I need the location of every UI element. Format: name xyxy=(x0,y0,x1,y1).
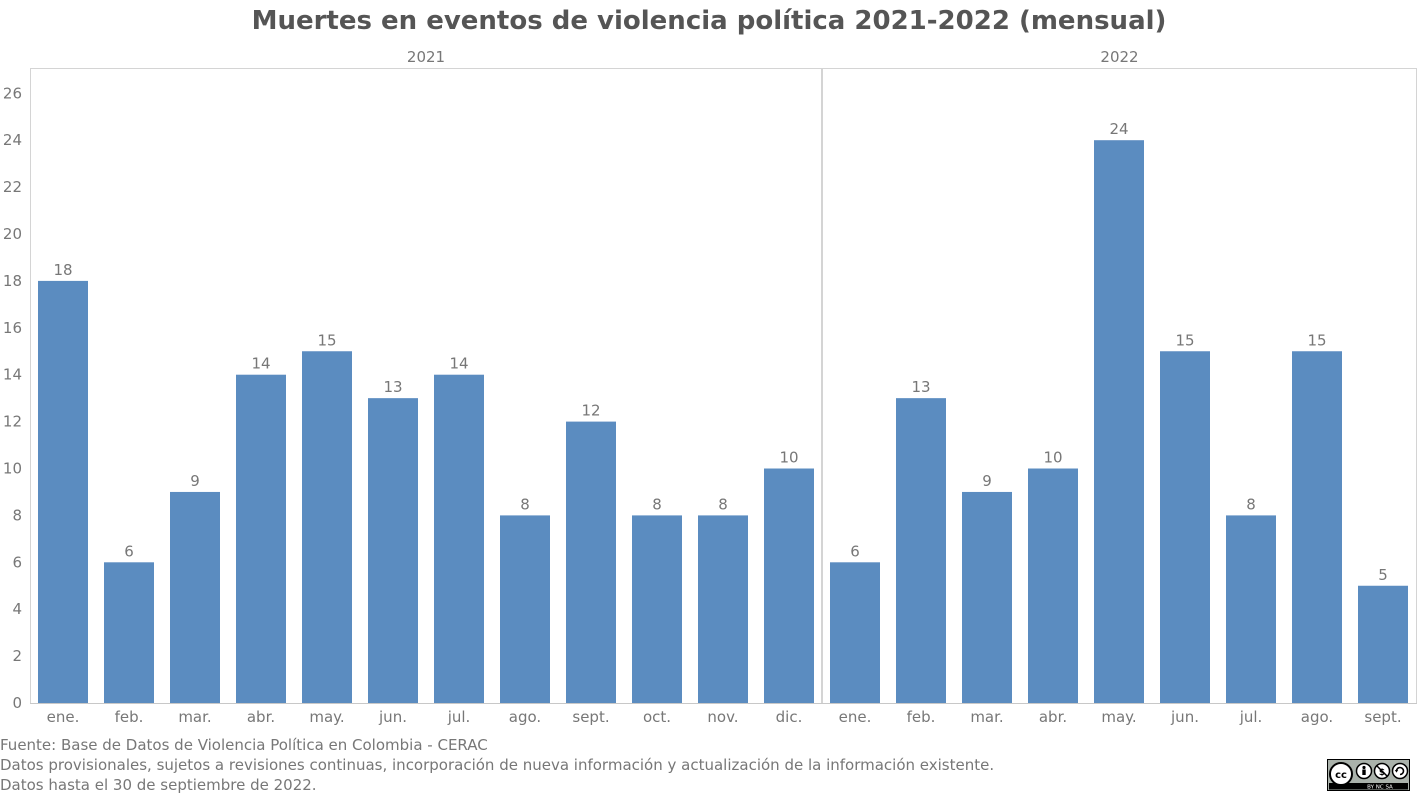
x-tick-label: feb. xyxy=(115,708,144,726)
x-tick-label: jun. xyxy=(1170,708,1199,726)
x-tick-label: ene. xyxy=(839,708,872,726)
bar-value-label: 8 xyxy=(1246,495,1256,513)
bar-value-label: 13 xyxy=(383,378,402,396)
svg-text:cc: cc xyxy=(1335,770,1347,781)
x-tick-label: ago. xyxy=(1301,708,1333,726)
bar-value-label: 9 xyxy=(982,472,992,490)
panel-header: 2022 xyxy=(1100,48,1138,66)
panel-header: 2021 xyxy=(407,48,445,66)
x-tick-label: may. xyxy=(309,708,344,726)
bar-value-label: 6 xyxy=(850,542,860,560)
bar xyxy=(104,562,154,703)
x-tick-label: ago. xyxy=(509,708,541,726)
bar-value-label: 10 xyxy=(779,449,798,467)
svg-text:$: $ xyxy=(1379,768,1385,778)
x-tick-label: may. xyxy=(1101,708,1136,726)
bar xyxy=(1160,351,1210,703)
x-tick-label: mar. xyxy=(970,708,1003,726)
bar-value-label: 14 xyxy=(449,355,468,373)
y-tick-label: 6 xyxy=(12,553,22,571)
x-tick-label: sept. xyxy=(572,708,609,726)
y-tick-label: 4 xyxy=(12,600,22,618)
bar xyxy=(170,491,220,703)
bar xyxy=(698,515,748,703)
bar-value-label: 18 xyxy=(53,261,72,279)
x-tick-label: jul. xyxy=(1239,708,1263,726)
bar xyxy=(302,351,352,703)
bar-value-label: 15 xyxy=(317,331,336,349)
bar-value-label: 15 xyxy=(1175,331,1194,349)
bar-value-label: 15 xyxy=(1307,331,1326,349)
bar xyxy=(434,374,484,703)
bar xyxy=(236,374,286,703)
x-tick-label: nov. xyxy=(707,708,738,726)
bar-value-label: 14 xyxy=(251,355,270,373)
x-tick-label: oct. xyxy=(643,708,671,726)
bar-value-label: 8 xyxy=(520,495,530,513)
bar xyxy=(1028,468,1078,703)
bar xyxy=(500,515,550,703)
bar-value-label: 13 xyxy=(911,378,930,396)
bar xyxy=(368,398,418,703)
y-tick-label: 2 xyxy=(12,647,22,665)
x-tick-label: sept. xyxy=(1364,708,1401,726)
bar xyxy=(1094,140,1144,703)
bar xyxy=(566,421,616,703)
license-badge-text: BY NC SA xyxy=(1367,785,1393,791)
y-tick-label: 24 xyxy=(3,131,22,149)
bar xyxy=(38,280,88,703)
bar xyxy=(1292,351,1342,703)
bar-value-label: 5 xyxy=(1378,566,1388,584)
x-tick-label: jul. xyxy=(447,708,471,726)
x-tick-label: abr. xyxy=(1039,708,1067,726)
bar xyxy=(896,398,946,703)
cc-by-nc-sa-icon: cc $ BY NC SA xyxy=(1327,759,1410,791)
bar-value-label: 8 xyxy=(718,495,728,513)
x-tick-label: ene. xyxy=(47,708,80,726)
bar-value-label: 10 xyxy=(1043,449,1062,467)
bar-value-label: 6 xyxy=(124,542,134,560)
x-tick-label: mar. xyxy=(178,708,211,726)
y-tick-label: 12 xyxy=(3,413,22,431)
x-tick-label: dic. xyxy=(776,708,803,726)
bar xyxy=(1358,585,1408,703)
bar xyxy=(830,562,880,703)
y-tick-label: 22 xyxy=(3,178,22,196)
bar xyxy=(1226,515,1276,703)
y-tick-label: 26 xyxy=(3,84,22,102)
x-tick-label: feb. xyxy=(907,708,936,726)
bar-value-label: 12 xyxy=(581,402,600,420)
x-tick-label: jun. xyxy=(378,708,407,726)
source-note: Fuente: Base de Datos de Violencia Polít… xyxy=(0,736,488,754)
bar xyxy=(764,468,814,703)
chart-title: Muertes en eventos de violencia política… xyxy=(251,6,1167,36)
bar-value-label: 9 xyxy=(190,472,200,490)
y-tick-label: 14 xyxy=(3,366,22,384)
provisional-note: Datos provisionales, sujetos a revisione… xyxy=(0,756,995,774)
bar-value-label: 8 xyxy=(652,495,662,513)
y-tick-label: 10 xyxy=(3,460,22,478)
y-tick-label: 20 xyxy=(3,225,22,243)
bar-value-label: 24 xyxy=(1109,120,1128,138)
x-tick-label: abr. xyxy=(247,708,275,726)
y-tick-label: 18 xyxy=(3,272,22,290)
bar xyxy=(962,491,1012,703)
cutoff-note: Datos hasta el 30 de septiembre de 2022. xyxy=(0,776,317,794)
y-tick-label: 16 xyxy=(3,319,22,337)
y-tick-label: 0 xyxy=(12,694,22,712)
y-tick-label: 8 xyxy=(12,506,22,524)
bar xyxy=(632,515,682,703)
